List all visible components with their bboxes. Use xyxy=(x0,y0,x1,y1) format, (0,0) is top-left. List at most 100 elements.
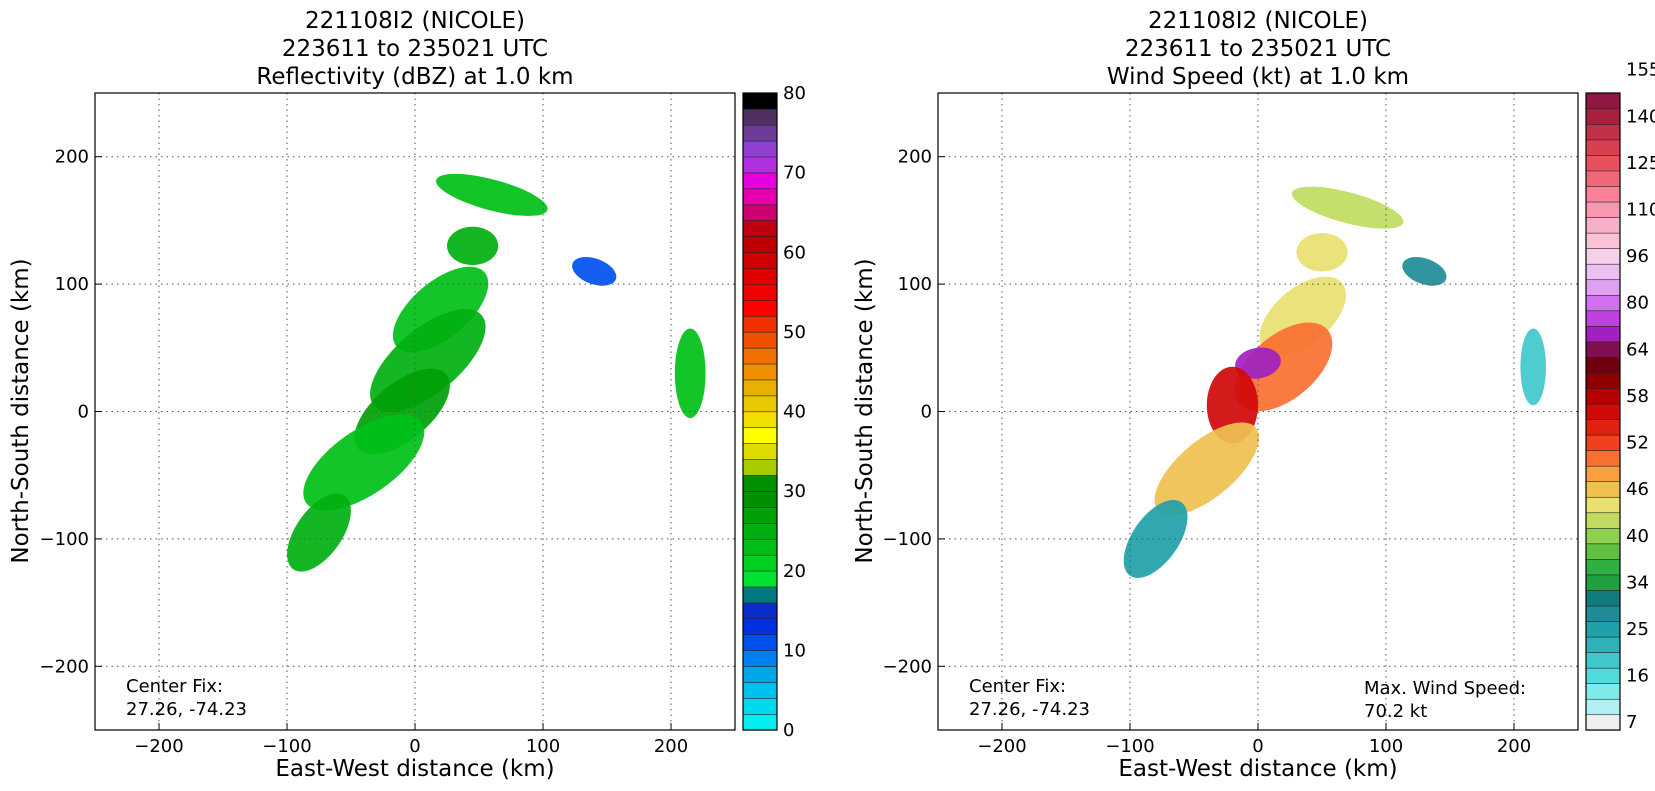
reflectivity-colorbar-segment xyxy=(742,108,778,126)
reflectivity-echo-region-1 xyxy=(447,226,499,266)
reflectivity-colorbar: 0 10 20 30 40 50 60 70 80 xyxy=(742,83,806,741)
windspeed-center-fix-label: Center Fix: xyxy=(969,676,1066,697)
reflectivity-colorbar-segment xyxy=(742,363,778,381)
reflectivity-x-tick-label: 0 xyxy=(409,736,420,757)
reflectivity-center-fix-label: Center Fix: xyxy=(126,676,223,697)
windspeed-colorbar-segment xyxy=(1585,698,1621,716)
reflectivity-echo-region-0 xyxy=(436,173,548,216)
reflectivity-colorbar-segment xyxy=(742,172,778,190)
reflectivity-panel: 221108I2 (NICOLE) 223611 to 235021 UTC R… xyxy=(8,8,806,782)
reflectivity-colorbar-tick-label: 30 xyxy=(783,481,806,502)
windspeed-colorbar-segment xyxy=(1585,325,1621,343)
windspeed-colorbar-segment xyxy=(1585,201,1621,218)
windspeed-colorbar-segment xyxy=(1585,543,1621,560)
reflectivity-colorbar-segment xyxy=(742,650,778,667)
windspeed-title-line-3: Wind Speed (kt) at 1.0 km xyxy=(1107,64,1409,90)
windspeed-colorbar-segment xyxy=(1585,496,1621,514)
reflectivity-colorbar-segment xyxy=(742,156,778,174)
reflectivity-colorbar-segment xyxy=(742,411,778,429)
windspeed-colorbar-segment xyxy=(1585,450,1621,467)
windspeed-colorbar-segment xyxy=(1585,92,1621,110)
reflectivity-colorbar-frame xyxy=(742,92,778,731)
windspeed-colorbar-segment xyxy=(1585,123,1621,141)
windspeed-axes-frame xyxy=(937,92,1579,731)
windspeed-colorbar-segment xyxy=(1585,170,1621,187)
windspeed-colorbar-segment xyxy=(1585,294,1621,312)
reflectivity-y-tick-label: −100 xyxy=(40,529,89,550)
windspeed-colorbar-tick-label: 96 xyxy=(1626,246,1649,267)
reflectivity-x-axis-label: East-West distance (km) xyxy=(275,756,554,782)
windspeed-colorbar-segment xyxy=(1585,481,1621,498)
windspeed-y-tick-label: −100 xyxy=(883,529,932,550)
windspeed-colorbar-segment xyxy=(1585,248,1621,265)
windspeed-colorbar-segment xyxy=(1585,310,1621,327)
reflectivity-colorbar-segment xyxy=(742,713,778,731)
windspeed-colorbar-tick-label: 80 xyxy=(1626,293,1649,314)
reflectivity-colorbar-segment xyxy=(742,490,778,508)
reflectivity-x-tick-label: −200 xyxy=(134,736,183,757)
reflectivity-colorbar-segment xyxy=(742,665,778,683)
reflectivity-colorbar-segment xyxy=(742,474,778,492)
windspeed-colorbar-segment xyxy=(1585,605,1621,622)
windspeed-colorbar-segment xyxy=(1585,512,1621,529)
windspeed-colorbar-tick-label: 58 xyxy=(1626,386,1649,407)
windspeed-colorbar-tick-label: 125 xyxy=(1626,153,1655,174)
windspeed-echo-region-0 xyxy=(1291,186,1404,229)
reflectivity-colorbar-segment xyxy=(742,347,778,365)
reflectivity-colorbar-segment xyxy=(742,315,778,333)
windspeed-colorbar-tick-label: 155 xyxy=(1626,60,1655,81)
reflectivity-colorbar-segment xyxy=(742,427,778,444)
windspeed-title-line-2: 223611 to 235021 UTC xyxy=(1125,36,1391,62)
reflectivity-colorbar-segment xyxy=(742,570,778,588)
reflectivity-colorbar-tick-label: 0 xyxy=(783,720,794,741)
windspeed-colorbar-segment xyxy=(1585,279,1621,296)
windspeed-colorbar-segment xyxy=(1585,652,1621,669)
reflectivity-colorbar-tick-label: 70 xyxy=(783,163,806,184)
windspeed-colorbar-segment xyxy=(1585,636,1621,653)
windspeed-colorbar-segment xyxy=(1585,185,1621,203)
reflectivity-colorbar-segment xyxy=(742,220,778,237)
windspeed-colorbar-segment xyxy=(1585,558,1621,576)
windspeed-colorbar-segment xyxy=(1585,434,1621,451)
reflectivity-echo-region-8 xyxy=(572,256,617,286)
windspeed-colorbar-segment xyxy=(1585,465,1621,483)
reflectivity-echo-region-6 xyxy=(287,493,351,572)
reflectivity-colorbar-segment xyxy=(742,538,778,556)
windspeed-colorbar-tick-label: 52 xyxy=(1626,433,1649,454)
reflectivity-colorbar-segment xyxy=(742,92,778,110)
windspeed-colorbar-segment xyxy=(1585,667,1621,684)
reflectivity-axes-frame xyxy=(94,92,736,731)
reflectivity-colorbar-segment xyxy=(742,697,778,715)
windspeed-colorbar-tick-label: 140 xyxy=(1626,106,1655,127)
reflectivity-colorbar-segment xyxy=(742,379,778,397)
reflectivity-y-tick-label: 0 xyxy=(78,402,89,423)
windspeed-colorbar-segment xyxy=(1585,620,1621,638)
windspeed-x-axis-label: East-West distance (km) xyxy=(1118,756,1397,782)
windspeed-colorbar-segment xyxy=(1585,589,1621,607)
reflectivity-colorbar-segment xyxy=(742,140,778,158)
reflectivity-colorbar-segment xyxy=(742,188,778,206)
max-wind-speed-label: Max. Wind Speed: xyxy=(1364,678,1526,699)
windspeed-colorbar-segment xyxy=(1585,139,1621,156)
windspeed-echo-region-3 xyxy=(1234,322,1333,412)
windspeed-center-fix-value: 27.26, -74.23 xyxy=(969,699,1090,720)
windspeed-colorbar-tick-label: 46 xyxy=(1626,479,1649,500)
reflectivity-colorbar-segment xyxy=(742,204,778,222)
reflectivity-title-line-2: 223611 to 235021 UTC xyxy=(282,36,548,62)
windspeed-echo-region-1 xyxy=(1296,233,1348,272)
reflectivity-colorbar-segment xyxy=(742,681,778,699)
windspeed-colorbar-segment xyxy=(1585,418,1621,436)
windspeed-echo-region-9 xyxy=(1402,256,1447,286)
windspeed-colorbar-segment xyxy=(1585,232,1621,249)
windspeed-panel: 221108I2 (NICOLE) 223611 to 235021 UTC W… xyxy=(852,8,1655,782)
reflectivity-colorbar-tick-label: 60 xyxy=(783,242,806,263)
reflectivity-colorbar-segment xyxy=(742,586,778,604)
reflectivity-colorbar-segment xyxy=(742,634,778,651)
reflectivity-title-line-1: 221108I2 (NICOLE) xyxy=(305,8,525,34)
windspeed-title-line-1: 221108I2 (NICOLE) xyxy=(1148,8,1368,34)
windspeed-colorbar-segment xyxy=(1585,387,1621,405)
reflectivity-colorbar-segment xyxy=(742,395,778,413)
reflectivity-colorbar-segment xyxy=(742,299,778,317)
reflectivity-x-tick-label: 200 xyxy=(654,736,688,757)
reflectivity-y-axis-label: North-South distance (km) xyxy=(8,258,34,563)
